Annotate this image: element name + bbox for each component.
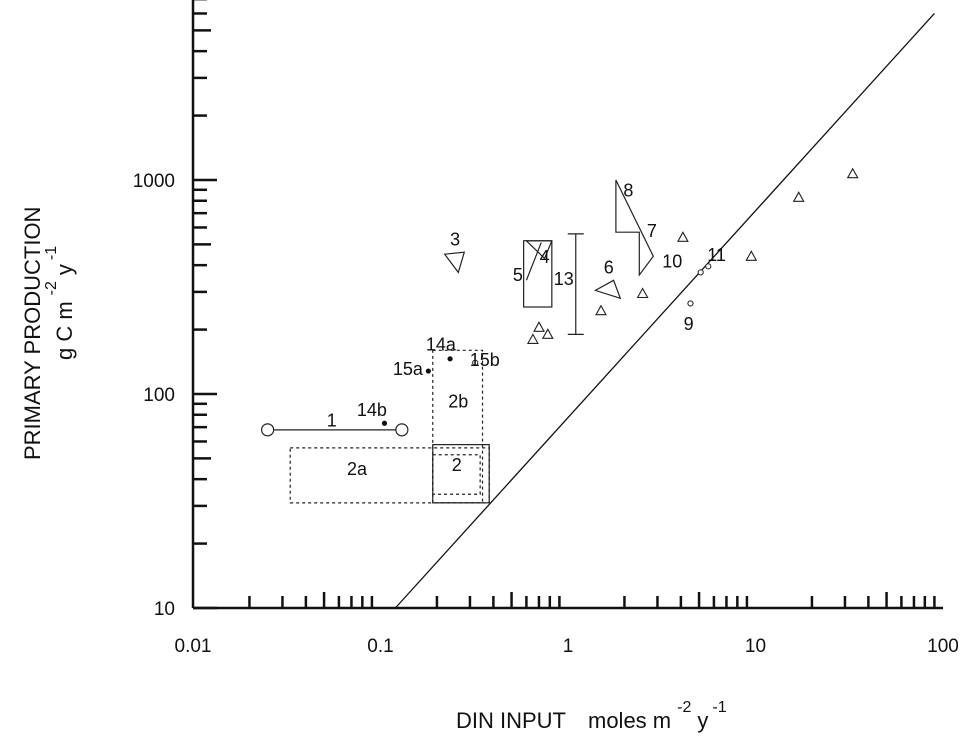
data-shapes <box>267 13 935 609</box>
study-4-line <box>525 242 542 281</box>
triangle-point <box>846 167 859 179</box>
tick-labels: 0.01 0.1 1 10 100 10 100 1000 <box>133 171 959 657</box>
triangle-point <box>676 231 689 242</box>
triangle-point <box>541 328 554 339</box>
data-marks <box>261 167 859 437</box>
axes <box>191 0 943 610</box>
study-label: 13 <box>554 269 574 289</box>
study-box <box>432 444 490 504</box>
x-tick-label: 0.01 <box>175 636 212 657</box>
study-label: 2 <box>452 455 462 475</box>
study-label: 14a <box>426 335 457 355</box>
triangle-point <box>595 304 607 316</box>
study-label: 5 <box>513 265 523 285</box>
study-1-circle <box>261 423 275 437</box>
y-tick-label: 1000 <box>133 171 175 192</box>
study-label: 9 <box>684 314 694 334</box>
small-circle-point <box>697 269 704 276</box>
study-label: 11 <box>707 245 726 265</box>
study-label: 2a <box>347 459 368 479</box>
study-4-triangle <box>524 240 553 260</box>
reference-line <box>394 13 935 609</box>
study-label: 7 <box>647 221 657 241</box>
study-6-triangle <box>593 279 622 300</box>
filled-dot-point <box>381 420 388 426</box>
x-tick-label: 1 <box>563 636 574 657</box>
triangle-point <box>636 287 649 299</box>
filled-dot-point <box>447 356 453 362</box>
study-label: 6 <box>604 257 614 277</box>
study-1-circle <box>395 423 409 437</box>
x-tick-label: 100 <box>927 636 959 657</box>
study-label: 1 <box>327 411 337 431</box>
y-axis-title-line1: PRIMARY PRODUCTION <box>20 207 45 460</box>
filled-dot-point <box>425 368 431 374</box>
triangle-point <box>745 250 758 261</box>
small-circle-point <box>705 263 712 270</box>
study-label: 3 <box>450 230 460 250</box>
study-label: 4 <box>540 247 550 267</box>
y-axis-title: PRIMARY PRODUCTION g C m-2y-1 <box>20 207 77 460</box>
y-tick-label: 100 <box>143 385 175 406</box>
x-tick-label: 0.1 <box>367 636 393 657</box>
tick-marks <box>193 0 936 610</box>
study-box <box>432 349 484 504</box>
study-label: 14b <box>357 400 387 420</box>
x-tick-label: 10 <box>745 636 766 657</box>
study-label: 10 <box>662 252 682 272</box>
study-label: 2b <box>448 392 468 412</box>
study-label: 15a <box>393 359 424 379</box>
y-tick-label: 10 <box>154 599 175 620</box>
study-label: 15b <box>470 350 500 370</box>
study-box <box>289 447 490 504</box>
triangle-point <box>792 191 805 202</box>
study-box <box>432 454 481 495</box>
small-circle-point <box>472 359 479 366</box>
study-7-8-shape <box>615 179 655 277</box>
triangle-point <box>533 321 545 332</box>
study-3-triangle <box>443 251 466 274</box>
y-axis-title-units: g C m-2y-1 <box>43 246 77 360</box>
triangle-point <box>526 333 539 344</box>
small-circle-point <box>687 300 694 307</box>
study-label: 8 <box>623 181 633 201</box>
x-axis-title: DIN INPUT moles m-2y-1 <box>456 699 727 733</box>
